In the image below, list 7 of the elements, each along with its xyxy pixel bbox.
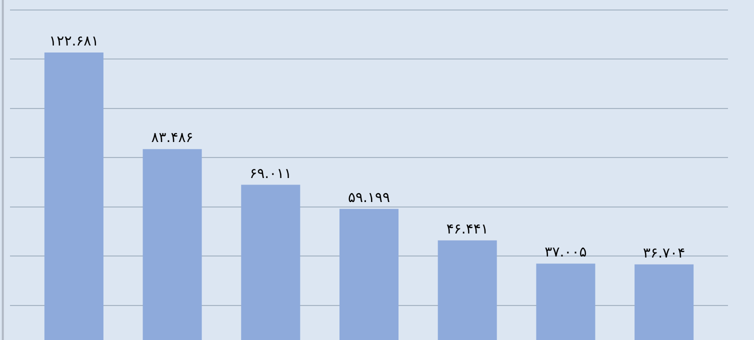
data-label: ۳۷.۰۰۵ xyxy=(544,244,587,261)
data-label: ۵۹.۱۹۹ xyxy=(348,190,390,206)
data-label: ۳۶.۷۰۴ xyxy=(643,245,686,262)
data-label: ۴۶.۴۴۱ xyxy=(446,221,488,238)
data-label: ۶۹.۰۱۱ xyxy=(250,166,292,182)
data-label: ۸۳.۴۸۶ xyxy=(151,130,194,146)
data-label: ۱۲۲.۶۸۱ xyxy=(49,34,99,50)
